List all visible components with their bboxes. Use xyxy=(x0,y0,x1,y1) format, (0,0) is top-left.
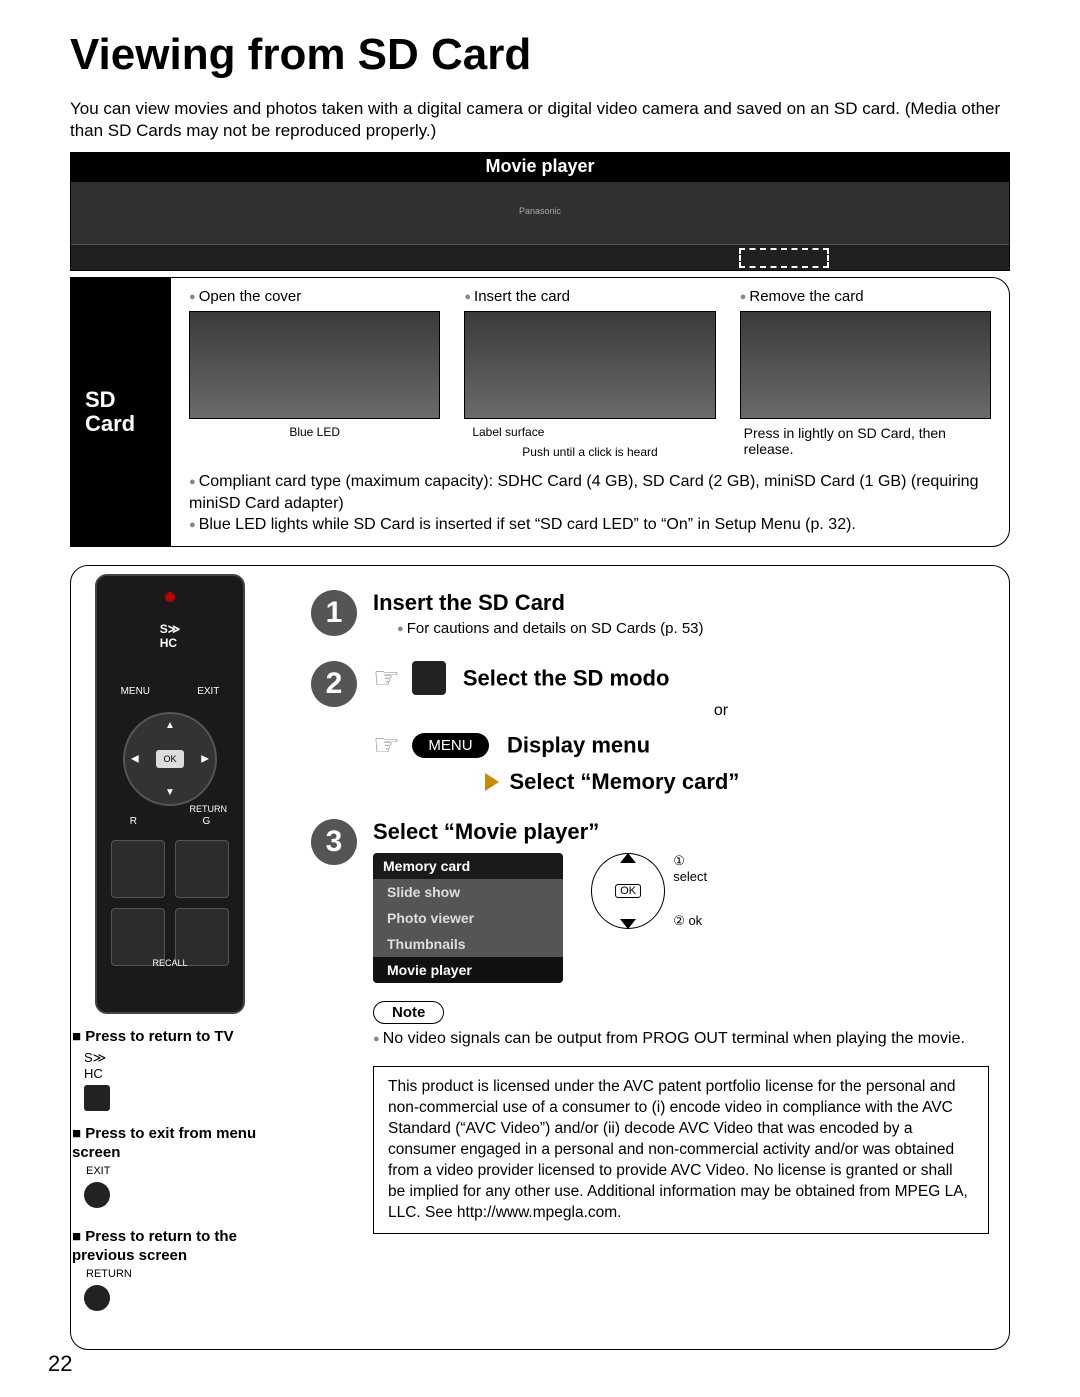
sd-col-open: Open the cover Blue LED xyxy=(189,288,440,459)
sd-insert-caption: Push until a click is heard xyxy=(464,445,715,459)
menu-button-pill: MENU xyxy=(412,733,488,758)
sd-note-2: Blue LED lights while SD Card is inserte… xyxy=(189,514,991,536)
menu-item-slideshow: Slide show xyxy=(373,879,563,905)
memory-card-menu: Memory card Slide show Photo viewer Thum… xyxy=(373,853,563,983)
sd-tab: SD Card xyxy=(71,278,171,546)
arrow-right-icon xyxy=(485,773,499,791)
remote-g-label: G xyxy=(202,816,210,827)
license-box: This product is licensed under the AVC p… xyxy=(373,1066,989,1234)
remote-return-label: RETURN xyxy=(190,804,228,814)
step-1: 1 Insert the SD Card For cautions and de… xyxy=(311,590,989,637)
sd-insert-caption-top: Label surface xyxy=(464,425,715,439)
remote-hints: Press to return to TV S≫HC Press to exit… xyxy=(72,1028,272,1331)
section-header: Movie player xyxy=(70,152,1010,181)
sd-remove-title: Remove the card xyxy=(740,288,991,305)
note-text: No video signals can be output from PROG… xyxy=(373,1030,989,1048)
return-button-icon xyxy=(84,1285,110,1311)
remote-sd-icon: S≫HC xyxy=(160,622,181,650)
page-number: 22 xyxy=(48,1351,72,1377)
step-3: 3 Select “Movie player” Memory card Slid… xyxy=(311,819,989,1234)
sd-mode-button-icon xyxy=(412,661,446,695)
hint-return-prev: Press to return to the previous screen R… xyxy=(72,1228,272,1317)
hint-return-sub: RETURN xyxy=(86,1268,272,1282)
remote-illustration: S≫HC MENU EXIT ▲ ▼ ◀ ▶ R G xyxy=(95,574,245,1014)
step-2-select-memory: Select “Memory card” xyxy=(509,769,739,794)
sd-insert-illustration xyxy=(464,311,715,419)
joypad-illustration: ① select ② ok xyxy=(591,853,711,929)
sd-remove-illustration xyxy=(740,311,991,419)
step-1-sub: For cautions and details on SD Cards (p.… xyxy=(397,620,989,637)
joy-ok-label: ② ok xyxy=(673,913,711,929)
sd-button-icon xyxy=(84,1085,110,1111)
remote-r-label: R xyxy=(130,816,137,827)
sd-open-illustration xyxy=(189,311,440,419)
sd-remove-caption: Press in lightly on SD Card, then releas… xyxy=(740,425,991,457)
sd-col-remove: Remove the card Press in lightly on SD C… xyxy=(740,288,991,459)
joy-select-label: ① select xyxy=(673,853,711,884)
step-1-number: 1 xyxy=(311,590,357,636)
sd-body: Open the cover Blue LED Insert the card … xyxy=(171,278,1009,546)
remote-recall-label: RECALL xyxy=(152,958,187,968)
exit-button-icon xyxy=(84,1182,110,1208)
hint-return-text: Press to return to the previous screen xyxy=(72,1228,237,1264)
step-2-title: Select the SD modo xyxy=(463,665,670,690)
main-steps-box: S≫HC MENU EXIT ▲ ▼ ◀ ▶ R G xyxy=(70,565,1010,1350)
sd-tab-line2: Card xyxy=(85,412,135,436)
sd-col-insert: Insert the card Label surface Push until… xyxy=(464,288,715,459)
hint-exit-text: Press to exit from menu screen xyxy=(72,1125,256,1161)
menu-item-thumbnails: Thumbnails xyxy=(373,931,563,957)
remote-menu-exit-row: MENU EXIT xyxy=(97,686,243,697)
remote-column: S≫HC MENU EXIT ▲ ▼ ◀ ▶ R G xyxy=(71,584,281,1331)
step-3-number: 3 xyxy=(311,819,357,865)
menu-header: Memory card xyxy=(373,853,563,879)
step-1-title: Insert the SD Card xyxy=(373,590,989,616)
sd-note-1: Compliant card type (maximum capacity): … xyxy=(189,471,991,514)
step-2-display-menu: Display menu xyxy=(507,732,650,757)
tv-brand-logo: Panasonic xyxy=(519,206,561,216)
sd-insert-title: Insert the card xyxy=(464,288,715,305)
sd-tab-line1: SD xyxy=(85,388,116,412)
sd-slot-highlight xyxy=(739,248,829,268)
tv-illustration: Panasonic xyxy=(70,181,1010,271)
remote-rg-row: R G xyxy=(97,816,243,827)
step-2: 2 ☞ Select the SD modo or ☞ MENU Display… xyxy=(311,661,989,795)
remote-block-buttons xyxy=(111,840,229,966)
point-hand-icon: ☞ xyxy=(373,728,400,763)
tv-bezel xyxy=(71,244,1009,270)
note-label: Note xyxy=(373,1001,444,1024)
page-title: Viewing from SD Card xyxy=(70,30,1010,80)
hint-return-tv-text: Press to return to TV xyxy=(85,1028,233,1045)
manual-page: Viewing from SD Card You can view movies… xyxy=(0,0,1080,1397)
sd-open-title: Open the cover xyxy=(189,288,440,305)
remote-exit-label: EXIT xyxy=(197,686,219,697)
step-3-title: Select “Movie player” xyxy=(373,819,989,845)
remote-menu-label: MENU xyxy=(121,686,150,697)
steps-column: 1 Insert the SD Card For cautions and de… xyxy=(311,584,989,1331)
sd-card-steps-box: SD Card Open the cover Blue LED Insert t… xyxy=(70,277,1010,547)
hint-exit-sub: EXIT xyxy=(86,1165,272,1179)
hint-exit-menu: Press to exit from menu screen EXIT xyxy=(72,1125,272,1214)
menu-item-photoviewer: Photo viewer xyxy=(373,905,563,931)
point-hand-icon: ☞ xyxy=(373,661,400,696)
menu-item-movieplayer: Movie player xyxy=(373,957,563,983)
sd-notes: Compliant card type (maximum capacity): … xyxy=(189,471,991,536)
remote-dpad: ▲ ▼ ◀ ▶ xyxy=(123,712,217,806)
step-2-number: 2 xyxy=(311,661,357,707)
step-2-or: or xyxy=(453,702,989,720)
hint-return-tv: Press to return to TV S≫HC xyxy=(72,1028,272,1111)
sd-open-caption: Blue LED xyxy=(189,425,440,439)
intro-text: You can view movies and photos taken wit… xyxy=(70,98,1010,142)
